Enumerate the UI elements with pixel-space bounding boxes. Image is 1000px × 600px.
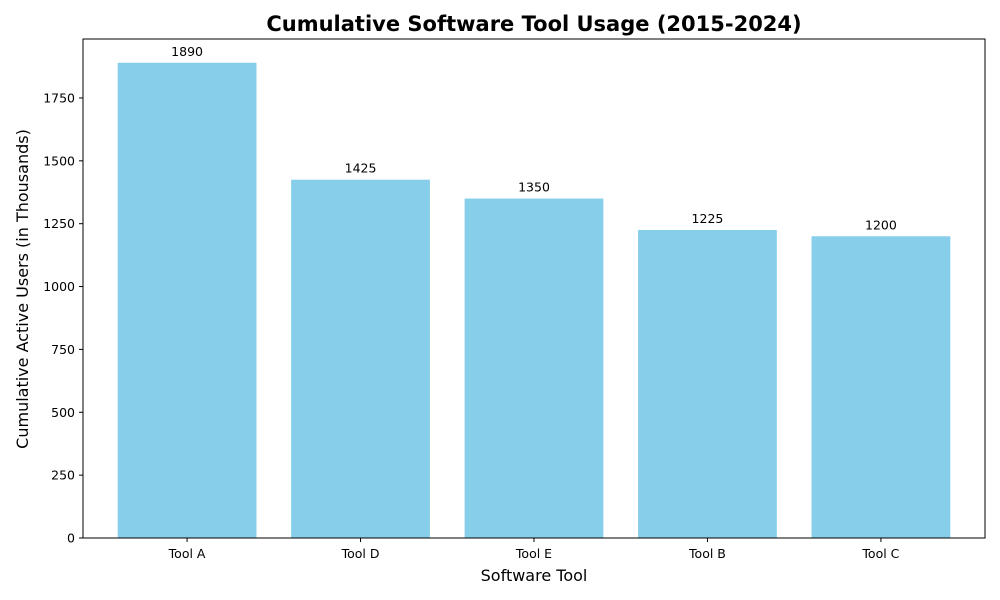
plot-area: 1890 1425 1350 1225 1200 0 250 500 750 1000 1250 15… [43, 38, 986, 561]
y-tick-label: 1250 [43, 216, 75, 231]
data-label: 1425 [345, 161, 377, 176]
x-axis-label: Software Tool [481, 566, 588, 585]
y-axis-label: Cumulative Active Users (in Thousands) [13, 129, 32, 449]
y-tick-label: 1500 [43, 153, 75, 168]
bar-tool-e [464, 198, 604, 539]
y-tick-label: 500 [51, 405, 75, 420]
data-label: 1890 [171, 44, 203, 59]
y-tick-label: 250 [51, 468, 75, 483]
x-tick-label: Tool E [515, 546, 552, 561]
x-tick-label: Tool B [688, 546, 726, 561]
x-tick-label: Tool A [168, 546, 206, 561]
bar-tool-d [291, 179, 430, 538]
y-tick-label: 750 [51, 342, 75, 357]
bar-tool-a [117, 62, 257, 538]
y-tick-label: 0 [67, 531, 75, 546]
y-tick-label: 1000 [43, 279, 75, 294]
data-label: 1350 [518, 180, 550, 195]
chart-title: Cumulative Software Tool Usage (2015-202… [266, 12, 801, 36]
y-tick-label: 1750 [43, 90, 75, 105]
x-tick-label: Tool C [861, 546, 899, 561]
x-tick-label: Tool D [341, 546, 380, 561]
bar-tool-b [638, 229, 777, 539]
data-label: 1225 [692, 211, 724, 226]
data-label: 1200 [865, 217, 897, 232]
bar-tool-c [811, 236, 951, 538]
